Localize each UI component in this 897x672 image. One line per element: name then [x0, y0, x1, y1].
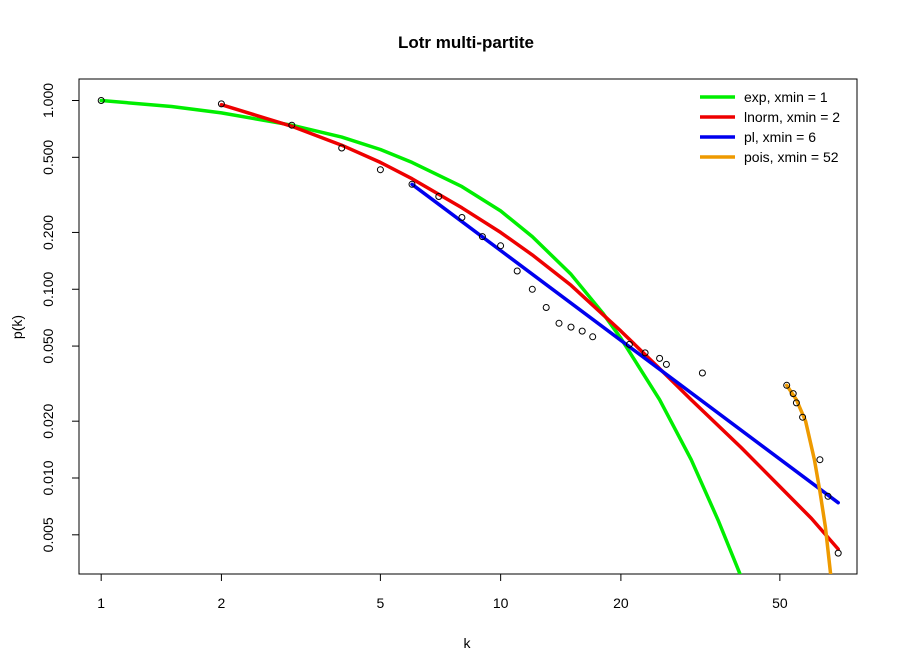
data-point [783, 381, 791, 389]
y-axis-label: p(k) [9, 315, 25, 339]
data-point [338, 144, 346, 152]
x-axis-label: k [464, 635, 472, 651]
data-point [408, 180, 416, 188]
data-point [567, 323, 575, 331]
data-point [656, 354, 664, 362]
data-point [698, 369, 706, 377]
data-point [542, 304, 550, 311]
chart-title: Lotr multi-partite [398, 33, 534, 52]
legend-label-1: lnorm, xmin = 2 [744, 109, 840, 125]
data-point [625, 340, 633, 348]
data-point [458, 214, 466, 221]
y-tick-label: 0.050 [40, 328, 56, 363]
legend-label-3: pois, xmin = 52 [744, 149, 839, 165]
data-point [288, 121, 296, 129]
x-tick-label: 10 [493, 595, 509, 611]
y-tick-label: 0.500 [40, 140, 56, 175]
legend-label-2: pl, xmin = 6 [744, 129, 816, 145]
data-point [816, 456, 824, 464]
data-point [376, 166, 384, 174]
points-layer [97, 97, 842, 557]
y-tick-label: 1.000 [40, 83, 56, 118]
data-point [834, 549, 842, 557]
plot-frame [78, 78, 858, 575]
data-point [435, 193, 443, 200]
data-point [589, 333, 597, 341]
data-point [478, 233, 486, 241]
data-point [799, 413, 807, 421]
series-line-0 [99, 98, 742, 574]
data-point [824, 492, 832, 500]
x-tick-label: 1 [97, 595, 105, 611]
x-tick-label: 5 [376, 595, 384, 611]
data-point [792, 399, 800, 407]
data-point [662, 360, 670, 368]
x-tick-label: 20 [613, 595, 629, 611]
x-tick-label: 50 [772, 595, 788, 611]
data-point [641, 349, 649, 357]
data-point [528, 285, 536, 293]
data-point [97, 97, 105, 104]
series-line-2 [410, 182, 840, 505]
data-point [789, 390, 797, 398]
series-layer [99, 98, 840, 574]
data-point [578, 327, 586, 335]
x-tick-label: 2 [218, 595, 226, 611]
legend: exp, xmin = 1 lnorm, xmin = 2 pl, xmin = 6… [700, 89, 840, 165]
data-point [497, 242, 505, 250]
data-point [513, 267, 521, 275]
legend-label-0: exp, xmin = 1 [744, 89, 828, 105]
x-axis: 1 2 5 10 20 50 [97, 573, 788, 611]
data-point [555, 319, 563, 327]
y-tick-label: 0.020 [40, 403, 56, 438]
y-tick-label: 0.200 [40, 215, 56, 250]
y-tick-label: 0.005 [40, 517, 56, 552]
y-tick-label: 0.100 [40, 272, 56, 307]
data-point [217, 100, 225, 108]
y-tick-label: 0.010 [40, 460, 56, 495]
series-line-1 [219, 102, 840, 551]
y-axis: 0.005 0.010 0.020 0.050 0.100 0.200 0.500 1.000 [40, 83, 80, 552]
